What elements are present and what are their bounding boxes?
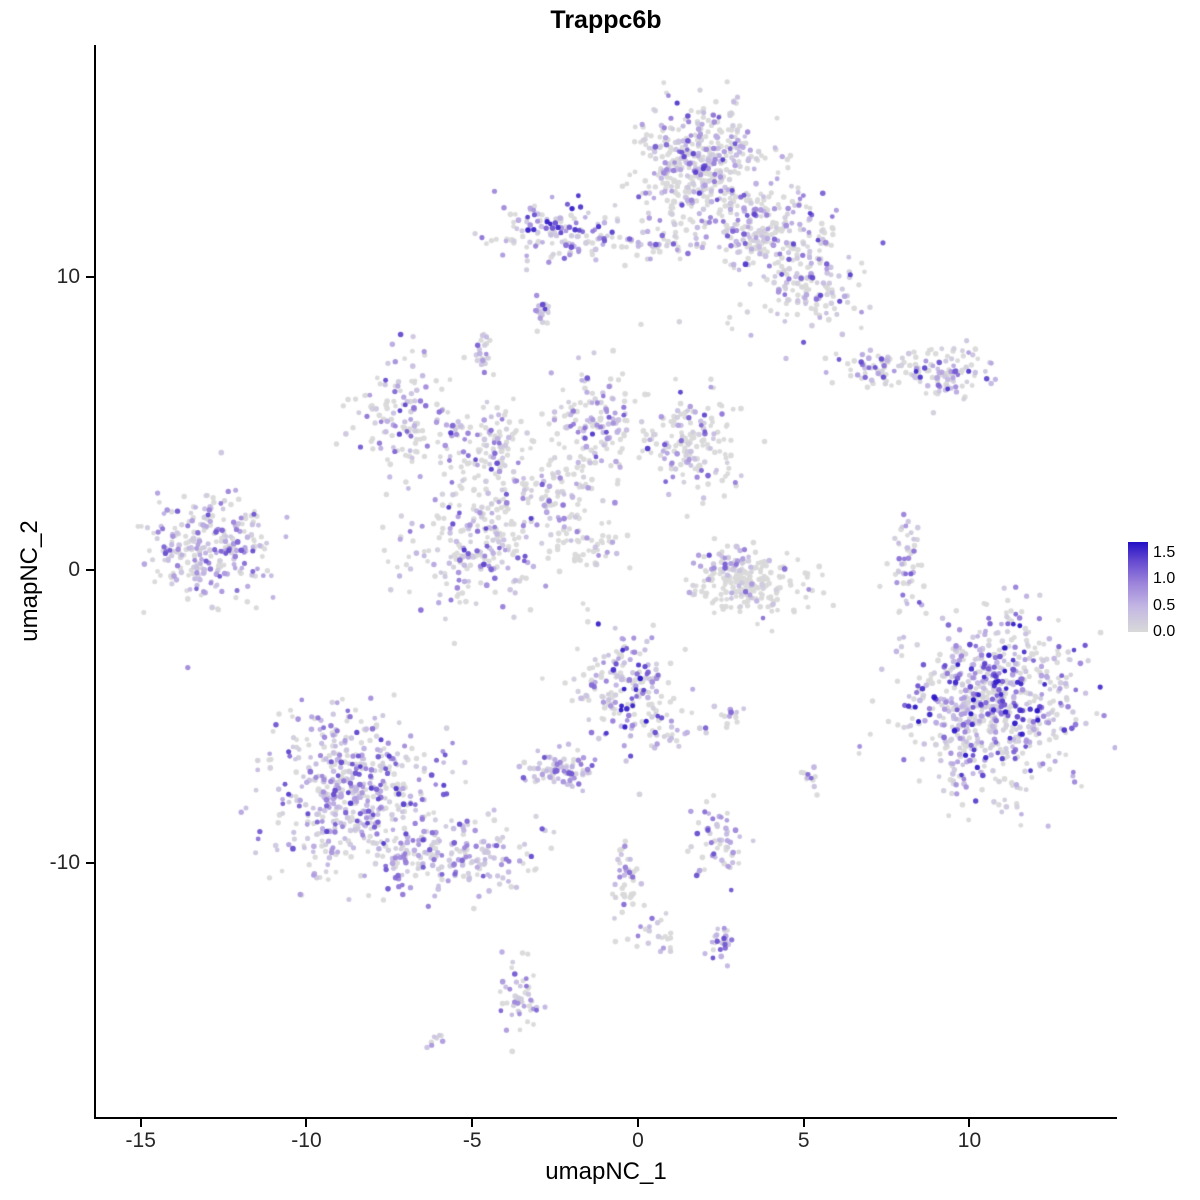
- x-tick-label: 10: [957, 1129, 982, 1152]
- x-tick-mark: [471, 1119, 474, 1127]
- legend-tick-label: 0.0: [1153, 623, 1176, 640]
- x-tick-mark: [139, 1119, 142, 1127]
- x-tick-label: -15: [125, 1129, 156, 1152]
- x-tick-mark: [305, 1119, 308, 1127]
- legend-tick-label: 1.0: [1153, 570, 1176, 588]
- y-tick-label: 10: [56, 264, 80, 288]
- y-axis-title: umapNC_2: [16, 520, 43, 642]
- x-tick-label: -5: [462, 1129, 482, 1152]
- y-axis-line: [94, 45, 96, 1119]
- legend-tick-label: 1.5: [1153, 543, 1176, 561]
- legend-tick-label: 0.5: [1153, 596, 1176, 614]
- x-tick-mark: [636, 1119, 639, 1127]
- legend-colorbar: [1128, 542, 1148, 632]
- y-tick-label: 0: [68, 557, 80, 581]
- x-axis-line: [94, 1117, 1117, 1119]
- x-tick-label: -10: [291, 1129, 322, 1152]
- x-tick-label: 5: [797, 1129, 810, 1152]
- chart-title: Trappc6b: [550, 6, 662, 34]
- y-tick-mark: [86, 568, 94, 571]
- y-tick-label: -10: [49, 850, 80, 874]
- y-tick-mark: [86, 275, 94, 278]
- x-tick-label: 0: [632, 1129, 644, 1152]
- x-tick-mark: [802, 1119, 805, 1127]
- x-tick-mark: [968, 1119, 971, 1127]
- y-tick-mark: [86, 861, 94, 864]
- x-axis-title: umapNC_1: [545, 1158, 667, 1185]
